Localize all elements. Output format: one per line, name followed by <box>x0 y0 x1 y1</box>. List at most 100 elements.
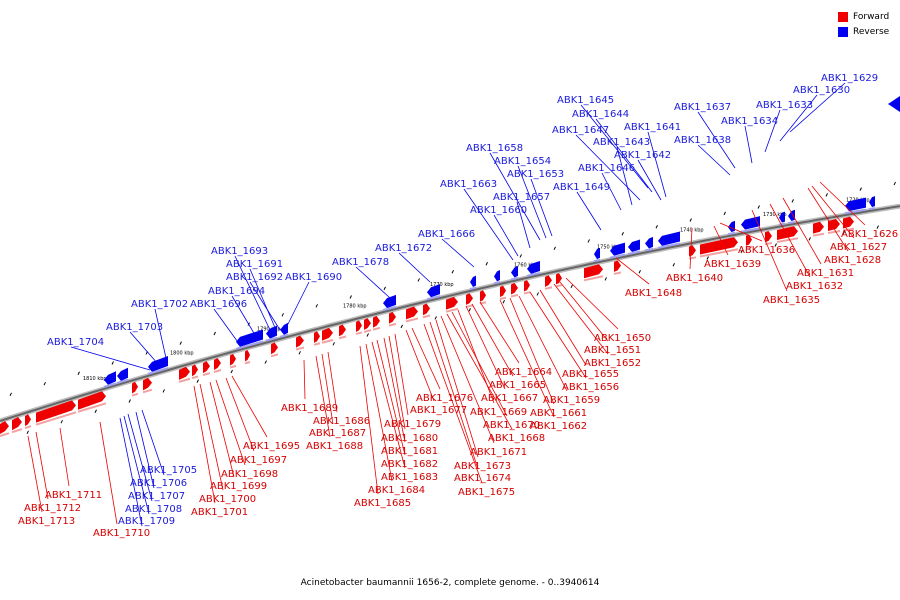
gene-leader-line <box>315 355 331 438</box>
forward-gene-shadow <box>688 256 697 260</box>
track-tick <box>281 313 284 317</box>
reverse-gene-shadow <box>778 222 786 226</box>
forward-gene <box>777 226 798 241</box>
reverse-gene-shadow <box>265 336 278 342</box>
gene-label: ABK1_1668 <box>488 433 545 444</box>
forward-swatch <box>838 11 848 22</box>
forward-gene-shadow <box>191 375 199 380</box>
gene-label: ABK1_1704 <box>47 337 104 348</box>
forward-gene-shadow <box>244 361 251 365</box>
gene-leader-line <box>215 379 246 466</box>
gene-label: ABK1_1670 <box>483 420 540 431</box>
gene-label: ABK1_1632 <box>786 281 843 292</box>
gene-leader-line <box>457 309 495 404</box>
gene-label: ABK1_1673 <box>454 461 511 472</box>
forward-gene <box>406 306 418 320</box>
gene-label: ABK1_1636 <box>738 245 795 256</box>
gene-leader-line <box>405 329 435 402</box>
reverse-gene <box>383 294 396 309</box>
track-tick <box>791 199 794 203</box>
gene-label: ABK1_1627 <box>830 242 887 253</box>
gene-label: ABK1_1641 <box>624 122 681 133</box>
forward-gene <box>511 282 518 295</box>
forward-gene-shadow <box>77 402 107 413</box>
gene-label: ABK1_1680 <box>381 433 438 444</box>
forward-gene <box>765 230 772 243</box>
gene-leader-line <box>518 295 568 392</box>
gene-label: ABK1_1639 <box>704 259 761 270</box>
forward-gene <box>813 221 824 234</box>
gene-label: ABK1_1701 <box>191 507 248 518</box>
gene-leader-line <box>509 297 555 405</box>
track-tick <box>706 256 709 260</box>
reverse-gene <box>645 236 653 249</box>
gene-label: ABK1_1688 <box>306 441 363 452</box>
reverse-gene-shadow <box>844 208 867 215</box>
forward-gene <box>689 245 696 257</box>
forward-gene-shadow <box>11 428 23 434</box>
scale-tick-label: 1730 kbp <box>763 212 787 218</box>
forward-gene-shadow <box>445 307 459 313</box>
reverse-gene-shadow <box>593 258 601 263</box>
forward-gene <box>500 285 506 297</box>
forward-gene-shadow <box>313 342 321 346</box>
gene-label: ABK1_1675 <box>458 487 515 498</box>
track-tick <box>162 389 165 393</box>
forward-gene <box>132 381 138 394</box>
gene-label: ABK1_1651 <box>584 345 641 356</box>
gene-leader-line <box>489 152 541 241</box>
gene-label: ABK1_1643 <box>593 137 650 148</box>
gene-leader-line <box>154 308 167 359</box>
gene-leader-line <box>807 187 849 252</box>
gene-leader-line <box>35 431 49 500</box>
gene-label: ABK1_1700 <box>199 494 256 505</box>
track-tick <box>383 286 386 291</box>
forward-gene <box>423 303 430 316</box>
gene-leader-line <box>463 188 514 261</box>
forward-gene-shadow <box>510 293 519 298</box>
gene-leader-line <box>529 291 587 379</box>
gene-label: ABK1_1683 <box>381 472 438 483</box>
track-tick <box>825 193 828 197</box>
forward-gene-shadow <box>465 304 474 308</box>
gene-leader-line <box>553 283 609 355</box>
gene-label: ABK1_1710 <box>93 528 150 539</box>
gene-leader-line <box>70 346 151 371</box>
gene-leader-line <box>689 227 693 270</box>
reverse-gene <box>658 231 680 246</box>
forward-gene <box>78 391 106 410</box>
gene-label: ABK1_1666 <box>418 229 475 240</box>
gene-label: ABK1_1711 <box>45 490 102 501</box>
gene-leader-line <box>576 191 602 231</box>
gene-leader-line <box>616 146 633 206</box>
track-tick <box>502 300 505 304</box>
gene-leader-line <box>539 289 587 366</box>
gene-label: ABK1_1693 <box>211 246 268 257</box>
track-tick <box>400 324 403 329</box>
gene-label: ABK1_1630 <box>793 85 850 96</box>
track-tick <box>43 381 46 386</box>
gene-label: ABK1_1687 <box>309 428 366 439</box>
gene-leader-line <box>129 331 159 365</box>
forward-gene <box>700 237 738 255</box>
gene-label: ABK1_1660 <box>470 205 527 216</box>
track-tick <box>230 369 233 374</box>
gene-leader-line <box>359 345 379 495</box>
gene-label: ABK1_1652 <box>584 358 641 369</box>
forward-gene <box>524 280 530 292</box>
track-tick <box>876 225 879 229</box>
forward-gene <box>271 342 278 355</box>
forward-gene-shadow <box>422 314 431 319</box>
gene-leader-line <box>637 159 662 201</box>
gene-label: ABK1_1695 <box>243 441 300 452</box>
gene-label: ABK1_1628 <box>824 255 881 266</box>
track-tick <box>570 284 573 289</box>
gene-label: ABK1_1634 <box>721 116 778 127</box>
track-tick <box>740 249 743 254</box>
scale-tick-label: 1750 kbp <box>597 244 621 250</box>
gene-label: ABK1_1635 <box>763 295 820 306</box>
forward-gene <box>179 366 190 380</box>
gene-label: ABK1_1648 <box>625 288 682 299</box>
forward-gene <box>36 400 76 423</box>
gene-leader-line <box>388 335 406 430</box>
